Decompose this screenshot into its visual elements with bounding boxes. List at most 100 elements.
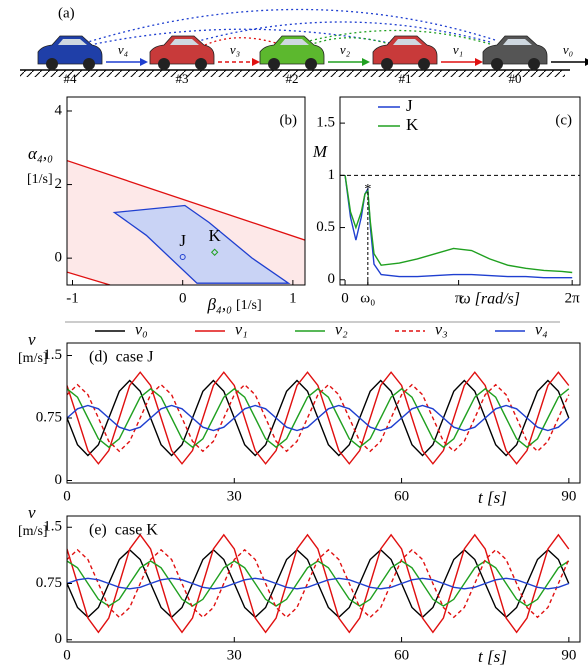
boundary-line bbox=[67, 159, 305, 241]
peak-marker: * bbox=[364, 182, 371, 197]
series-line bbox=[67, 404, 570, 432]
y-axis-label: M bbox=[312, 142, 328, 161]
velocity-label: v₂ bbox=[340, 42, 351, 57]
car-label: #0 bbox=[509, 71, 522, 86]
y-axis-label: v bbox=[28, 503, 36, 522]
plot-area bbox=[67, 371, 570, 465]
wheel bbox=[491, 58, 503, 70]
y-tick-label: 0 bbox=[55, 631, 63, 647]
car bbox=[372, 35, 438, 70]
x-tick-label: 60 bbox=[394, 488, 409, 504]
y-tick-label: 0 bbox=[328, 271, 336, 287]
series-line bbox=[67, 387, 570, 449]
y-tick-label: 0 bbox=[55, 250, 63, 266]
velocity-label: v₁ bbox=[453, 42, 463, 57]
car-body bbox=[482, 35, 548, 65]
panel-label: (d) case J bbox=[89, 349, 153, 366]
x-tick-label: ω₀ bbox=[360, 290, 375, 306]
car-window bbox=[393, 39, 422, 45]
x-tick-label: 30 bbox=[227, 488, 242, 504]
y-axis-unit: [1/s] bbox=[27, 172, 53, 187]
wheel bbox=[83, 58, 95, 70]
y-tick-label: 1.5 bbox=[43, 519, 62, 535]
velocity-label: v₀ bbox=[563, 42, 573, 57]
car-body bbox=[259, 35, 325, 65]
wheel bbox=[46, 58, 58, 70]
car-window bbox=[280, 39, 309, 45]
series-line bbox=[67, 371, 570, 465]
car-window bbox=[170, 39, 199, 45]
x-tick-label: 60 bbox=[394, 647, 409, 663]
arrow-head bbox=[362, 58, 370, 66]
x-tick-label: 90 bbox=[561, 488, 576, 504]
wheel bbox=[528, 58, 540, 70]
car-body bbox=[149, 35, 215, 65]
panel-label: (c) bbox=[555, 112, 572, 128]
y-tick-label: 0.75 bbox=[36, 575, 62, 591]
plot-area bbox=[67, 533, 570, 634]
point bbox=[210, 248, 219, 256]
car-label: #4 bbox=[64, 71, 78, 86]
y-tick-label: 2 bbox=[55, 176, 63, 192]
point bbox=[179, 254, 186, 261]
plot-frame bbox=[339, 96, 581, 286]
series-line bbox=[344, 175, 573, 279]
arrow-head bbox=[252, 58, 260, 66]
panel-a: (a) bbox=[20, 5, 570, 77]
plot-area bbox=[67, 159, 305, 285]
x-tick-label: 0 bbox=[63, 647, 71, 663]
y-tick-label: 1 bbox=[328, 167, 336, 183]
arrow-head bbox=[475, 58, 483, 66]
legend-label: J bbox=[406, 96, 413, 115]
car-body bbox=[37, 35, 103, 65]
x-tick-label: -1 bbox=[66, 290, 79, 306]
road-hatch bbox=[20, 70, 565, 77]
x-tick-label: π bbox=[455, 290, 463, 306]
arrow-head bbox=[140, 58, 148, 66]
legend-label: v₃ bbox=[435, 322, 448, 339]
series-line bbox=[67, 383, 570, 453]
panel-label: (a) bbox=[58, 5, 75, 21]
legend-label: K bbox=[406, 115, 419, 134]
series-line bbox=[67, 533, 570, 634]
wheel bbox=[305, 58, 317, 70]
car-label: #1 bbox=[399, 71, 412, 86]
velocity-label: v₃ bbox=[230, 42, 240, 57]
car-window bbox=[503, 39, 532, 45]
x-tick-label: 90 bbox=[561, 647, 576, 663]
legend-label: v₀ bbox=[135, 322, 148, 339]
point-label: J bbox=[179, 231, 186, 250]
wheel bbox=[381, 58, 393, 70]
x-axis-label: t [s] bbox=[478, 647, 507, 666]
boundary-line bbox=[67, 271, 111, 285]
y-axis-unit: [m/s] bbox=[18, 524, 48, 539]
series-line bbox=[344, 175, 573, 274]
car-label: #3 bbox=[176, 71, 189, 86]
x-axis-label: ω [rad/s] bbox=[459, 291, 520, 308]
wheel bbox=[418, 58, 430, 70]
y-axis-label: v bbox=[28, 330, 36, 349]
links bbox=[87, 8, 496, 47]
stable-region bbox=[112, 204, 291, 284]
y-tick-label: 1.5 bbox=[43, 347, 62, 363]
plot-frame bbox=[66, 515, 581, 643]
y-tick-label: 0.75 bbox=[36, 409, 62, 425]
velocity-label: v₄ bbox=[118, 42, 129, 57]
wheel bbox=[195, 58, 207, 70]
y-axis-label: α₄,₀ bbox=[28, 144, 53, 163]
x-tick-label: 0 bbox=[341, 290, 349, 306]
panel-label: (e) case K bbox=[89, 522, 158, 539]
series-line bbox=[67, 577, 570, 590]
plot-frame bbox=[66, 342, 581, 484]
x-tick-label: 0 bbox=[179, 290, 187, 306]
car bbox=[149, 35, 215, 70]
y-tick-label: 0 bbox=[55, 472, 63, 488]
y-tick-label: 4 bbox=[55, 102, 63, 118]
car-window bbox=[58, 39, 87, 45]
legend-label: v₂ bbox=[335, 322, 348, 339]
car-body bbox=[372, 35, 438, 65]
car bbox=[259, 35, 325, 70]
plot-area bbox=[340, 174, 580, 279]
x-axis-unit: [1/s] bbox=[236, 298, 262, 313]
